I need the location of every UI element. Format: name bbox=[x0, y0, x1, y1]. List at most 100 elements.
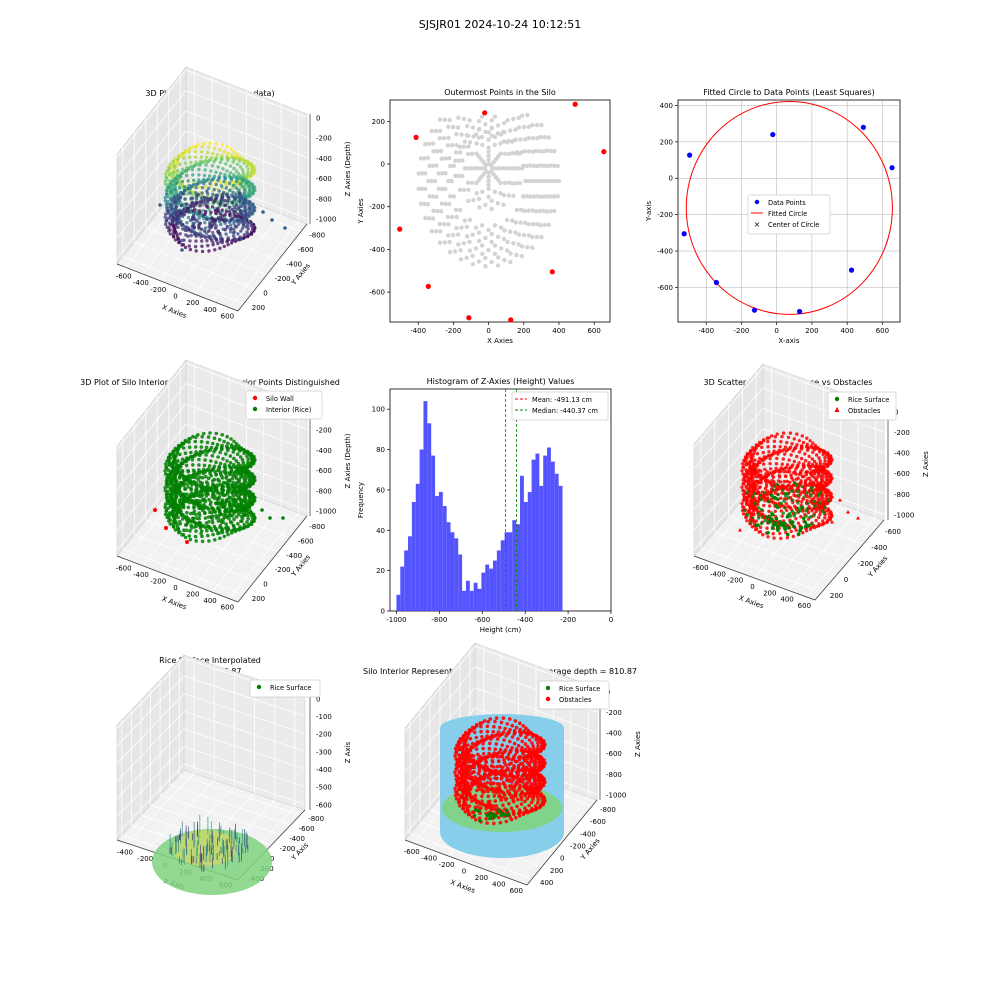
scatter-point bbox=[181, 504, 186, 509]
scatter-point bbox=[178, 186, 182, 190]
scatter-point bbox=[795, 489, 799, 494]
scatter-point bbox=[244, 181, 249, 186]
scatter-point bbox=[176, 484, 181, 488]
scatter-point bbox=[166, 475, 171, 480]
scatter-point bbox=[797, 450, 802, 454]
scatter-point bbox=[456, 242, 461, 247]
scatter-point bbox=[193, 501, 198, 506]
scatter-point bbox=[476, 259, 482, 264]
scatter-point bbox=[483, 759, 488, 763]
scatter-point bbox=[757, 480, 762, 484]
scatter-point bbox=[202, 229, 207, 233]
scatter-point bbox=[823, 516, 827, 520]
scatter-point bbox=[176, 237, 181, 242]
scatter-point bbox=[212, 436, 217, 441]
scatter-point bbox=[200, 227, 204, 231]
scatter-point bbox=[525, 744, 530, 749]
scatter-point bbox=[748, 511, 752, 515]
y-tick-label: -200 bbox=[858, 560, 874, 568]
scatter-point bbox=[208, 181, 212, 186]
scatter-point bbox=[211, 441, 215, 446]
scatter-point bbox=[491, 172, 496, 177]
scatter-point bbox=[219, 474, 224, 478]
scatter-point bbox=[754, 475, 758, 479]
scatter-point bbox=[200, 508, 205, 513]
scatter-point bbox=[233, 197, 238, 201]
scatter-point bbox=[476, 230, 482, 235]
scatter-point bbox=[773, 435, 777, 439]
scatter-point bbox=[492, 189, 497, 194]
scatter-point bbox=[226, 448, 230, 453]
scatter-point bbox=[246, 460, 250, 465]
scatter-point bbox=[492, 251, 498, 256]
scatter-point bbox=[486, 149, 491, 154]
scatter-point bbox=[453, 770, 457, 774]
scatter-point bbox=[200, 475, 205, 480]
scatter-point bbox=[173, 477, 177, 482]
scatter-point bbox=[489, 260, 494, 265]
scatter-point bbox=[785, 470, 790, 474]
scatter-point bbox=[183, 438, 188, 443]
scatter-point bbox=[789, 453, 793, 457]
scatter-point bbox=[802, 495, 806, 499]
scatter-point bbox=[758, 493, 763, 497]
scatter-point bbox=[776, 492, 780, 497]
scatter-point bbox=[194, 435, 198, 440]
gridline bbox=[409, 833, 533, 880]
gridline bbox=[116, 658, 185, 729]
scatter-point bbox=[193, 439, 198, 444]
x-tick-label: -400 bbox=[410, 327, 426, 335]
scatter-point bbox=[192, 454, 196, 459]
scatter-point bbox=[194, 450, 198, 454]
scatter-point bbox=[445, 214, 451, 220]
scatter-point bbox=[793, 511, 797, 515]
gridline bbox=[159, 794, 282, 836]
scatter-point bbox=[481, 172, 486, 177]
scatter-point bbox=[458, 737, 463, 741]
scatter-point bbox=[252, 515, 257, 520]
scatter-point bbox=[436, 186, 441, 191]
x-tick-label: 600 bbox=[798, 602, 811, 610]
scatter-point bbox=[214, 472, 218, 477]
chart-rice-obstacles: 3D Scatter Plot: Rice Surface vs Obstacl… bbox=[693, 363, 930, 610]
scatter-point bbox=[216, 468, 220, 473]
scatter-point bbox=[442, 240, 447, 245]
gridline bbox=[185, 130, 308, 179]
scatter-point bbox=[199, 531, 203, 536]
scatter-point bbox=[164, 176, 169, 180]
scatter-point bbox=[430, 194, 436, 199]
scatter-point bbox=[485, 724, 490, 729]
scatter-point bbox=[209, 178, 214, 183]
scatter-point bbox=[172, 454, 177, 458]
y-tick-label: 200 bbox=[372, 118, 385, 126]
scatter-point bbox=[768, 456, 772, 461]
data-point bbox=[681, 231, 687, 237]
scatter-point bbox=[457, 764, 462, 768]
y-axis-label: Y Axies bbox=[357, 198, 365, 225]
scatter-point bbox=[802, 465, 806, 469]
scatter-point bbox=[184, 463, 189, 468]
scatter-point bbox=[510, 139, 515, 144]
scatter-point bbox=[209, 197, 213, 201]
scatter-point bbox=[790, 442, 794, 446]
scatter-point bbox=[202, 181, 206, 186]
data-point bbox=[860, 124, 866, 130]
scatter-point bbox=[171, 449, 176, 454]
scatter-point bbox=[479, 757, 484, 762]
scatter-point bbox=[250, 480, 254, 485]
scatter-point bbox=[464, 255, 469, 260]
scatter-point bbox=[213, 538, 217, 542]
scatter-point bbox=[438, 148, 444, 154]
scatter-point bbox=[790, 498, 795, 502]
scatter-point bbox=[222, 179, 226, 184]
scatter-point bbox=[182, 499, 186, 504]
scatter-point bbox=[537, 149, 542, 154]
scatter-point bbox=[183, 188, 187, 192]
scatter-point bbox=[212, 218, 216, 223]
gridline bbox=[700, 547, 823, 593]
scatter-point bbox=[781, 511, 785, 515]
scatter-point bbox=[199, 155, 204, 159]
x-tick-label: -200 bbox=[733, 327, 749, 335]
y-axis-label: Frequency bbox=[357, 482, 365, 518]
z-tick-label: -200 bbox=[606, 709, 622, 717]
